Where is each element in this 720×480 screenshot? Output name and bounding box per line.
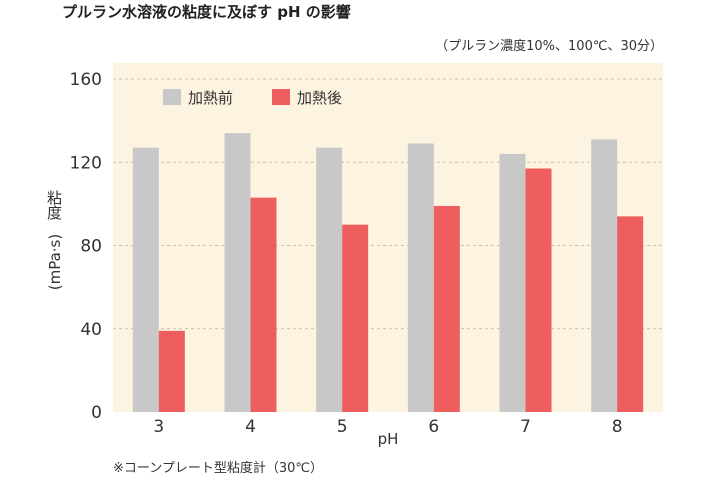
plot-area [113,63,663,412]
bar-after-ph-7 [525,168,552,412]
bar-after-ph-6 [433,205,460,412]
legend: 加熱前 加熱後 [163,89,342,107]
bars [132,133,644,413]
bar-before-ph-8 [591,139,618,412]
x-axis-ticks: 3 4 5 6 7 8 [153,417,622,437]
x-tick-label: 4 [245,417,256,437]
chart-subtitle: （プルラン濃度10%、100℃、30分） [435,38,663,54]
legend-swatch-after-heating [272,89,290,105]
bar-after-ph-5 [342,224,369,412]
x-tick-label: 3 [153,417,164,437]
y-tick-label: 120 [70,153,102,173]
legend-label-before-heating: 加熱前 [188,89,233,107]
x-axis-label: pH [378,430,399,448]
y-axis-unit: (mPa·s) [46,234,64,290]
bar-before-ph-6 [407,143,434,413]
y-tick-label: 160 [70,70,102,90]
footnote: ※コーンプレート型粘度計（30℃） [113,460,323,476]
legend-label-after-heating: 加熱後 [297,89,342,107]
x-tick-label: 6 [428,417,439,437]
gridlines [113,78,663,330]
bar-after-ph-8 [617,216,644,412]
legend-swatch-before-heating [163,89,181,105]
x-tick-label: 5 [337,417,348,437]
x-tick-label: 8 [612,417,623,437]
bar-before-ph-7 [499,153,526,413]
y-tick-label: 40 [80,320,102,340]
bar-before-ph-5 [316,147,343,412]
bar-before-ph-3 [132,147,159,412]
y-tick-label: 0 [91,403,102,423]
bar-after-ph-3 [158,330,185,412]
chart-title: プルラン水溶液の粘度に及ぼす pH の影響 [62,3,351,21]
bar-after-ph-4 [250,197,277,412]
y-axis-label: 粘度 [45,190,63,220]
bar-before-ph-4 [224,133,251,413]
y-axis-ticks: 0 40 80 120 160 [70,70,102,423]
x-tick-label: 7 [520,417,531,437]
y-tick-label: 80 [80,237,102,257]
